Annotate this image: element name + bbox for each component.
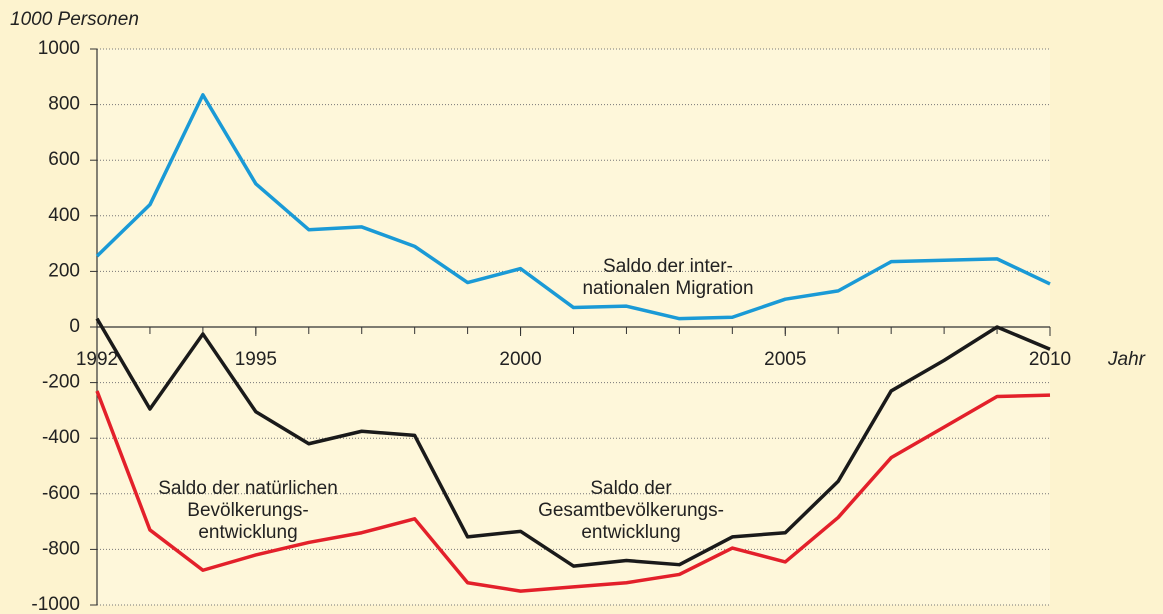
y-tick-label: -200	[42, 372, 80, 393]
y-tick-label: 1000	[38, 38, 80, 59]
y-tick-label: -600	[42, 483, 80, 504]
y-tick-label: -800	[42, 538, 80, 559]
y-tick-label: 400	[48, 205, 80, 226]
y-axis-label: 1000 Personen	[10, 9, 139, 30]
series-label: Saldo der	[590, 478, 672, 499]
x-tick-label: 2010	[1029, 349, 1071, 370]
y-tick-label: -400	[42, 427, 80, 448]
y-tick-label: 600	[48, 149, 80, 170]
y-tick-label: -1000	[31, 594, 80, 614]
series-label: entwicklung	[198, 522, 297, 543]
series-label: Gesamtbevölkerungs-	[538, 500, 724, 521]
series-line	[95, 317, 1051, 568]
x-tick-label: 2000	[499, 349, 541, 370]
series-label: entwicklung	[581, 522, 680, 543]
series-line	[95, 390, 1051, 593]
y-tick-label: 0	[69, 316, 80, 337]
x-tick-label: 2005	[764, 349, 806, 370]
x-axis-label: Jahr	[1107, 349, 1146, 370]
y-tick-label: 800	[48, 94, 80, 115]
series-label: Saldo der inter-	[603, 256, 733, 277]
x-tick-label: 1995	[235, 349, 277, 370]
y-tick-label: 200	[48, 260, 80, 281]
series-label: Bevölkerungs-	[187, 500, 308, 521]
series-label: nationalen Migration	[582, 278, 753, 299]
series-line	[95, 93, 1051, 321]
series-label: Saldo der natürlichen	[158, 478, 338, 499]
x-tick-label: 1992	[76, 349, 118, 370]
